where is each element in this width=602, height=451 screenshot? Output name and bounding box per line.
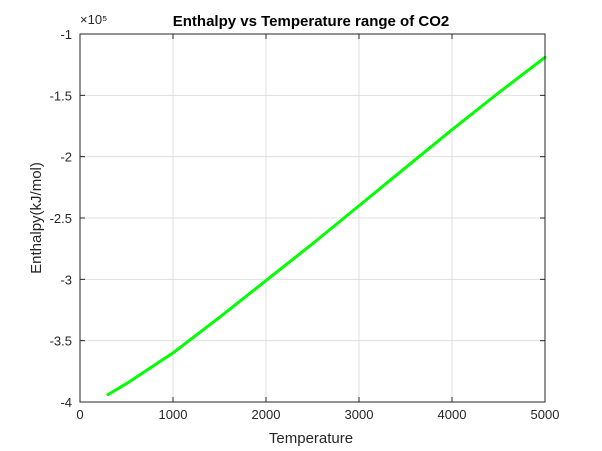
y-tick-label: -1.5	[50, 88, 72, 103]
y-tick-label: -3.5	[50, 334, 72, 349]
y-tick-label: -1	[60, 27, 72, 42]
y-axis-label: Enthalpy(kJ/mol)	[28, 162, 45, 274]
x-tick-label: 5000	[531, 407, 560, 422]
plot-area	[106, 55, 547, 397]
chart-title: Enthalpy vs Temperature range of CO2	[173, 13, 449, 30]
x-tick-label: 1000	[159, 407, 188, 422]
y-tick-label: -2	[60, 150, 72, 165]
x-tick-label: 0	[76, 407, 83, 422]
x-tick-label: 2000	[252, 407, 281, 422]
y-tick-label: -4	[60, 395, 72, 410]
y-exponent-label: ×10⁵	[80, 12, 107, 27]
x-tick-label: 3000	[345, 407, 374, 422]
grid	[79, 33, 546, 403]
ticks: 0 1000 2000 3000 4000 5000 -4 -3.5 -3 -2.5 -2 -1.5 -…	[50, 27, 560, 422]
y-tick-label: -2.5	[50, 211, 72, 226]
y-tick-label: -3	[60, 272, 72, 287]
series-line	[106, 55, 547, 397]
x-axis-label: Temperature	[269, 430, 353, 447]
x-tick-label: 4000	[438, 407, 467, 422]
